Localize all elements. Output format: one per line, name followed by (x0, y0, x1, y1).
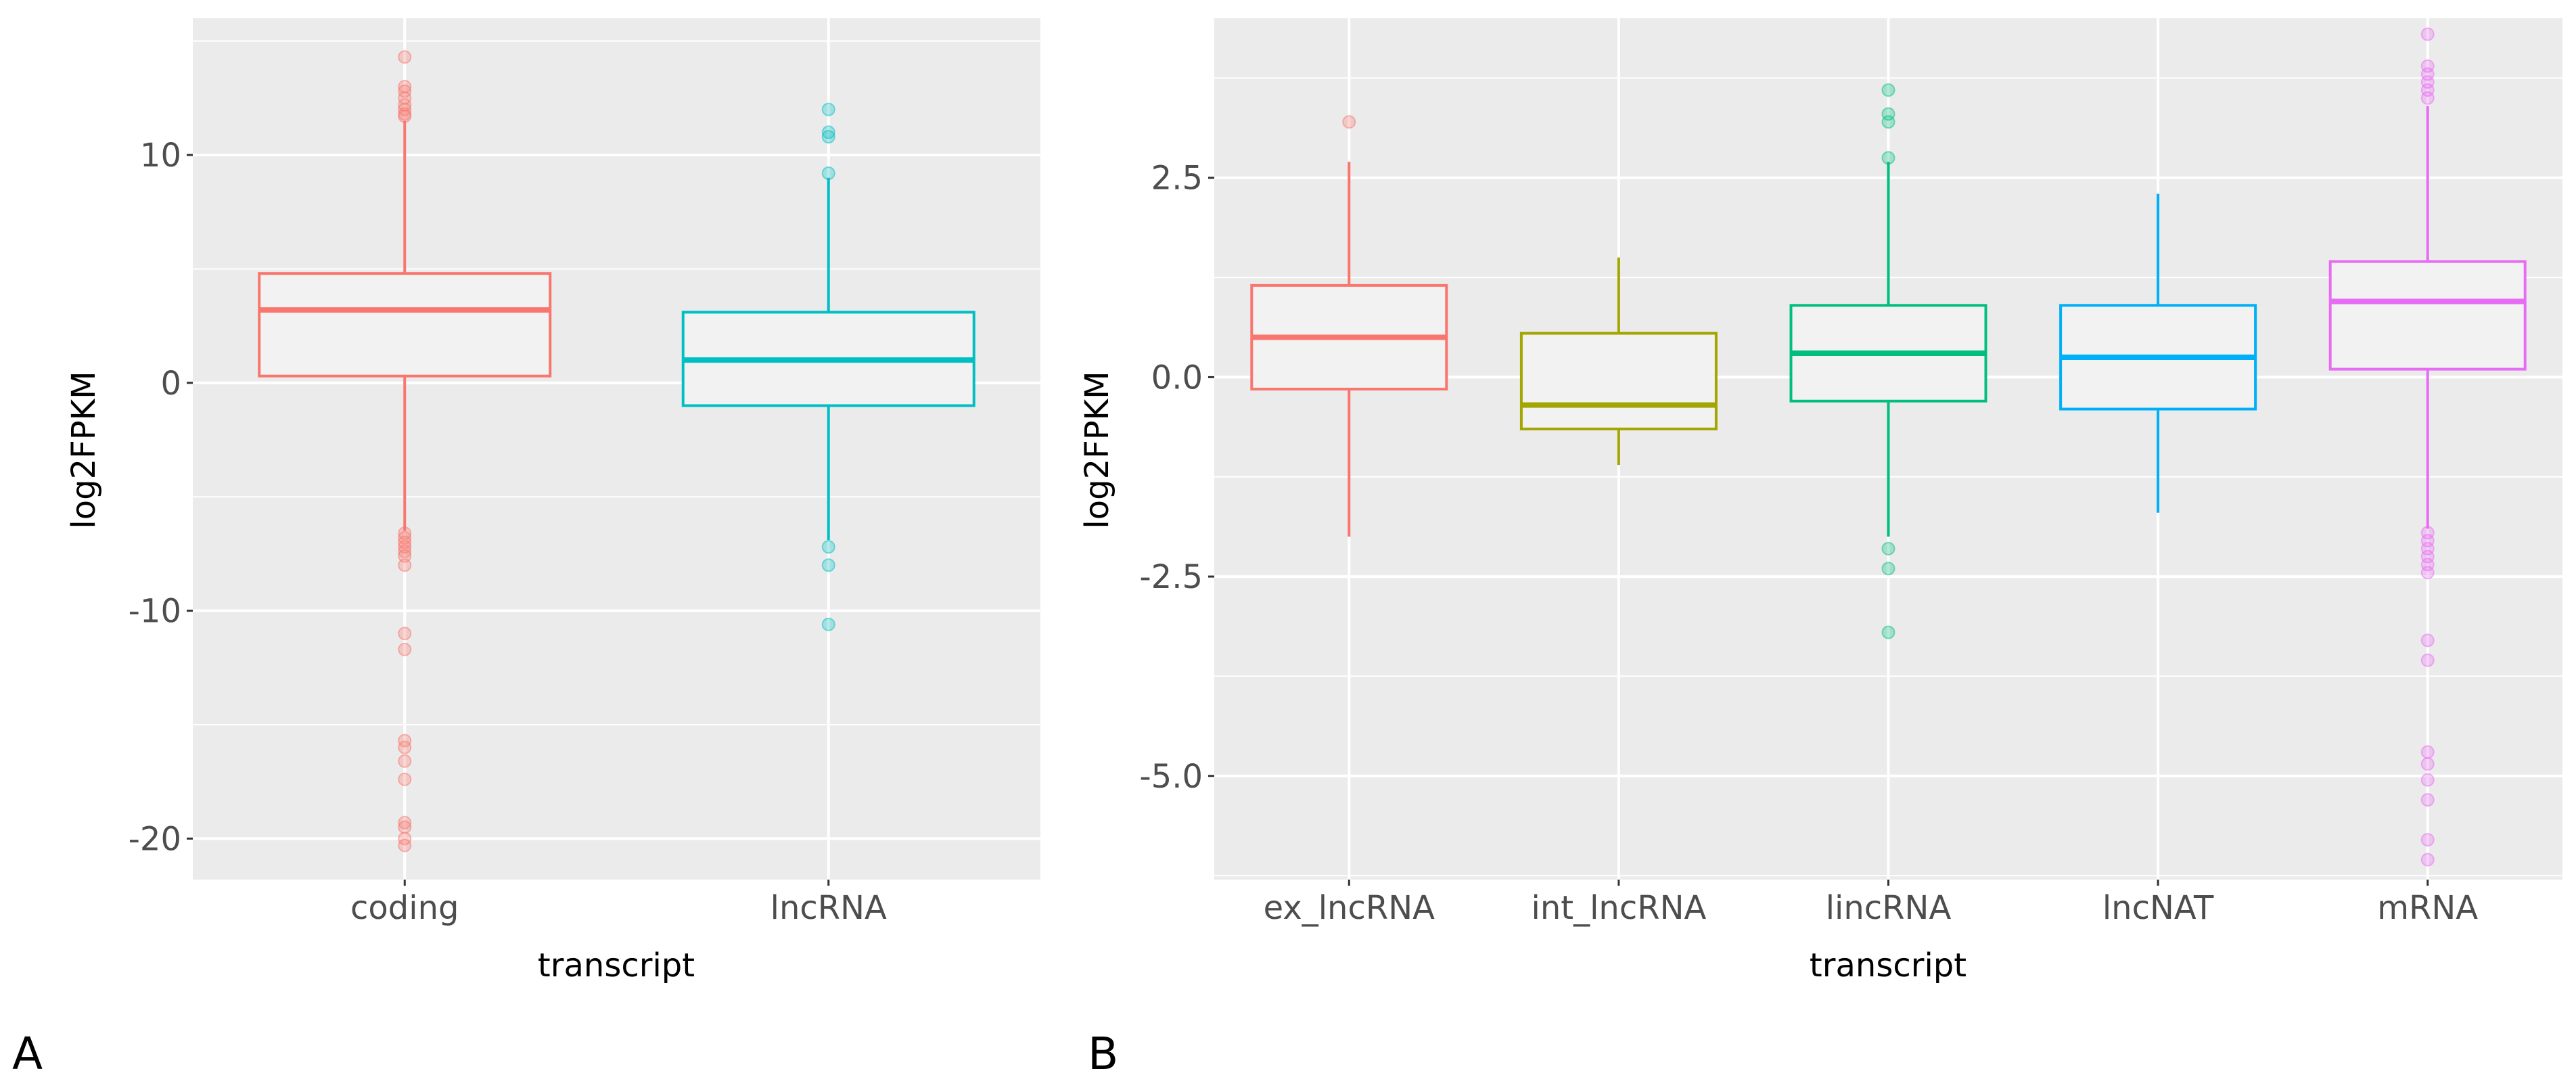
panel-label-b: B (1088, 1028, 1118, 1080)
panel-a-box-lncrna-outlier-point (821, 540, 835, 554)
panel-a-box-lncrna-outlier-point (821, 558, 835, 572)
panel-a-y-tick-label: 10 (140, 137, 181, 175)
panel-b-box-mrna-outlier-point (2420, 757, 2435, 771)
panel-b-box-int-lncrna (1519, 257, 1718, 466)
panel-a-box-coding-outlier-point (398, 820, 412, 834)
panel-b-box-mrna-outlier-point (2420, 633, 2435, 648)
panel-b-y-tick-label: -5.0 (1139, 758, 1203, 796)
panel-a-y-axis-title: log2FPKM (65, 371, 103, 528)
panel-a-x-axis-title: transcript (538, 947, 695, 984)
panel-a-box-coding (258, 50, 552, 853)
panel-b-box-mrna-iqr-rect (2328, 260, 2527, 371)
panel-b-box-lincrna-outlier-point (1881, 151, 1895, 165)
panel-a-box-coding-outlier-point (398, 627, 412, 641)
panel-a-box-coding-outlier-point (398, 91, 412, 105)
panel-a-box-coding-outlier-point (398, 772, 412, 786)
panel-a-box-coding-outlier-point (398, 84, 412, 98)
panel-a-box-coding-outlier-point (398, 535, 412, 549)
panel-b-box-lincrna-outlier-point (1881, 115, 1895, 129)
panel-b-y-ticks: -5.0 -2.5 0.0 2.5 (1139, 160, 1214, 796)
panel-a-box-lncrna-outlier-point (821, 617, 835, 631)
panel-b-box-mrna-outlier-point (2420, 745, 2435, 759)
panel-a-y-tick-label: 0 (160, 365, 181, 403)
panel-b-y-tick-label: 2.5 (1151, 160, 1203, 198)
panel-b-box-lncnat (2059, 194, 2257, 513)
panel-b-x-ticks: ex_lncRNA int_lncRNA lincRNA lncNAT mRNA (1264, 880, 2478, 927)
panel-a-box-coding-outlier-point (398, 838, 412, 853)
panel-a-x-ticks: coding lncRNA (350, 880, 887, 927)
panel-label-a: A (12, 1028, 43, 1080)
panel-a-plot-background (193, 18, 1040, 880)
panel-b-box-mrna-outlier-point (2420, 566, 2435, 580)
panel-a-box-lncrna (681, 102, 975, 631)
panel-a-chart: -20 -10 0 10 coding lncRNA transcript log2FP… (65, 18, 1040, 984)
panel-a-y-tick-label: -10 (129, 593, 181, 631)
panel-a-box-coding-outlier-point (398, 540, 412, 554)
panel-b-box-mrna-outlier-point (2420, 773, 2435, 787)
panel-b-box-int-lncrna-iqr-rect (1519, 332, 1718, 431)
panel-a-box-coding-outlier-point (398, 526, 412, 541)
panel-b-box-ex-lncrna (1250, 115, 1448, 537)
panel-a-box-coding-outlier-point (398, 50, 412, 64)
panel-b-box-mrna-outlier-point (2420, 27, 2435, 41)
panel-a-box-lncrna-outlier-point (821, 166, 835, 181)
panel-a-box-lncrna-outlier-point (821, 102, 835, 116)
panel-a-box-coding-outlier-point (398, 815, 412, 830)
panel-a-box-coding-outlier-point (398, 97, 412, 112)
panel-b-box-mrna-outlier-point (2420, 653, 2435, 667)
panel-a-x-tick-label: coding (350, 889, 459, 927)
panel-b-box-ex-lncrna-outlier-point (1342, 115, 1356, 129)
panel-b-chart: -5.0 -2.5 0.0 2.5 ex_lncRNA int_lncRNA lincRN… (1078, 18, 2562, 984)
panel-a-box-coding-outlier-point (398, 740, 412, 754)
panel-a-box-coding-outlier-point (398, 733, 412, 748)
panel-a-box-coding-outlier-point (398, 549, 412, 563)
panel-b-y-tick-label: 0.0 (1151, 359, 1203, 396)
panel-a-minor-gridlines (193, 40, 1040, 725)
panel-a-box-coding-outlier-point (398, 754, 412, 768)
panel-a-box-coding-outlier-point (398, 109, 412, 123)
panel-b-box-lincrna-outlier-point (1881, 562, 1895, 576)
panel-a-box-coding-outlier-point (398, 558, 412, 572)
panel-b-box-mrna-outlier-point (2420, 91, 2435, 105)
panel-b-x-tick-label: lncNAT (2102, 889, 2214, 927)
panel-a-y-ticks: -20 -10 0 10 (129, 137, 193, 858)
panel-b-y-axis-title: log2FPKM (1078, 371, 1116, 528)
panel-b-box-lincrna-outlier-point (1881, 541, 1895, 556)
panel-a-box-coding-outlier-point (398, 832, 412, 846)
panel-a-box-coding-iqr-rect (258, 272, 552, 378)
panel-b-x-axis-title: transcript (1810, 947, 1967, 984)
panel-a-box-coding-outlier-point (398, 80, 412, 94)
panel-b-box-mrna-outlier-point (2420, 853, 2435, 867)
panel-b-box-mrna-outlier-point (2420, 793, 2435, 807)
panel-b-x-tick-label: int_lncRNA (1531, 889, 1706, 927)
panel-b-boxes (1250, 27, 2527, 867)
panel-a-x-tick-label: lncRNA (770, 889, 887, 927)
panel-b-box-lincrna-outlier-point (1881, 625, 1895, 639)
panel-a-box-lncrna-outlier-point (821, 125, 835, 139)
panel-a-box-coding-outlier-point (398, 642, 412, 656)
panel-b-x-tick-label: mRNA (2377, 889, 2478, 927)
panel-a-box-lncrna-outlier-point (821, 130, 835, 144)
panel-b-box-mrna-outlier-point (2420, 833, 2435, 847)
panel-a-boxes (258, 50, 975, 853)
panel-a-box-coding-outlier-point (398, 102, 412, 116)
panel-b-y-tick-label: -2.5 (1139, 558, 1203, 596)
panel-b-box-lincrna (1789, 83, 1987, 639)
panel-b-x-tick-label: lincRNA (1826, 889, 1952, 927)
panel-a-y-tick-label: -20 (129, 820, 181, 858)
panel-b-x-tick-label: ex_lncRNA (1264, 889, 1435, 927)
panel-a-box-coding-outlier-point (398, 545, 412, 559)
panel-a-box-coding-outlier-point (398, 530, 412, 545)
panel-b-box-lincrna-outlier-point (1881, 83, 1895, 97)
panel-b-box-mrna (2328, 27, 2527, 867)
